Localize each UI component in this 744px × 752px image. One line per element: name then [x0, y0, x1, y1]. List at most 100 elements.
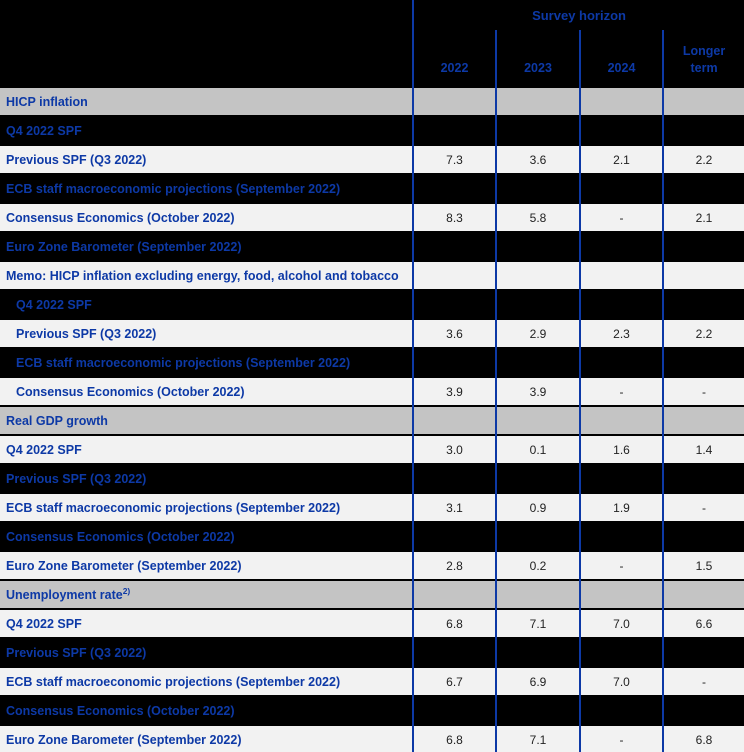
table-row: Consensus Economics (October 2022) [0, 695, 744, 725]
value-cell: - [579, 202, 663, 232]
row-label: Euro Zone Barometer (September 2022) [0, 550, 413, 580]
row-label: Real GDP growth [0, 405, 413, 435]
table-row: Q4 2022 SPF [0, 115, 744, 145]
table-row: ECB staff macroeconomic projections (Sep… [0, 492, 744, 522]
row-label: Consensus Economics (October 2022) [0, 202, 413, 232]
value-cell: 3.1 [412, 492, 496, 522]
column-header-2022: 2022 [412, 30, 496, 87]
value-cell: 0.1 [495, 434, 580, 464]
table-row: Q4 2022 SPF 6.8 7.1 7.0 6.6 [0, 608, 744, 638]
column-header-longer-term: Longer term [661, 30, 744, 87]
value-cell: - [661, 492, 744, 522]
value-cell: 2.3 [579, 318, 663, 348]
header-columns-row: 2022 2023 2024 Longer term [0, 30, 744, 87]
row-label: Previous SPF (Q3 2022) [0, 637, 413, 667]
value-cell [661, 579, 744, 609]
value-cell: - [661, 376, 744, 406]
value-cell [579, 695, 663, 725]
value-cell [579, 231, 663, 261]
row-label: Memo: HICP inflation excluding energy, f… [0, 260, 413, 290]
column-header-label: 2022 [440, 61, 469, 76]
row-label: Previous SPF (Q3 2022) [0, 144, 413, 174]
row-label: HICP inflation [0, 86, 413, 116]
table-row: Real GDP growth [0, 405, 744, 435]
value-cell [495, 637, 580, 667]
table-row: Previous SPF (Q3 2022) 7.3 3.6 2.1 2.2 [0, 144, 744, 174]
table-body: HICP inflation Q4 2022 SPF Previous SPF (Q… [0, 86, 744, 752]
value-cell [579, 463, 663, 493]
value-cell: - [579, 724, 663, 752]
value-cell: - [661, 666, 744, 696]
value-cell [495, 289, 580, 319]
header-group-row: Survey horizon [0, 0, 744, 30]
table-row: Consensus Economics (October 2022) 8.3 5.8… [0, 202, 744, 232]
value-cell: 6.8 [412, 608, 496, 638]
value-cell [661, 463, 744, 493]
row-label: Q4 2022 SPF [0, 608, 413, 638]
value-cell: 7.1 [495, 724, 580, 752]
value-cell [412, 115, 496, 145]
value-cell: 0.9 [495, 492, 580, 522]
footnote-marker: 2) [122, 585, 131, 596]
value-cell [412, 86, 496, 116]
value-cell: 3.9 [412, 376, 496, 406]
value-cell: - [579, 550, 663, 580]
table-row: Previous SPF (Q3 2022) [0, 463, 744, 493]
value-cell [412, 173, 496, 203]
table-row: Euro Zone Barometer (September 2022) [0, 231, 744, 261]
value-cell [579, 173, 663, 203]
value-cell: 3.6 [412, 318, 496, 348]
value-cell [495, 521, 580, 551]
value-cell [579, 86, 663, 116]
column-header-label: 2024 [607, 61, 636, 76]
row-label: Consensus Economics (October 2022) [0, 376, 413, 406]
value-cell [412, 347, 496, 377]
table-row: Unemployment rate2) [0, 579, 744, 609]
value-cell: 7.0 [579, 666, 663, 696]
table-row: Consensus Economics (October 2022) [0, 521, 744, 551]
row-label: ECB staff macroeconomic projections (Sep… [0, 666, 413, 696]
value-cell [412, 637, 496, 667]
table-row: Memo: HICP inflation excluding energy, f… [0, 260, 744, 290]
row-label: Consensus Economics (October 2022) [0, 521, 413, 551]
value-cell: 3.0 [412, 434, 496, 464]
value-cell: 1.5 [661, 550, 744, 580]
value-cell [495, 579, 580, 609]
value-cell: 1.4 [661, 434, 744, 464]
row-label: Previous SPF (Q3 2022) [0, 318, 413, 348]
value-cell [412, 521, 496, 551]
value-cell [412, 231, 496, 261]
value-cell [579, 260, 663, 290]
value-cell: 1.6 [579, 434, 663, 464]
value-cell [661, 637, 744, 667]
value-cell [495, 463, 580, 493]
value-cell [661, 173, 744, 203]
value-cell [661, 347, 744, 377]
value-cell: 7.3 [412, 144, 496, 174]
value-cell: 3.6 [495, 144, 580, 174]
survey-horizon-header: Survey horizon [411, 0, 744, 30]
value-cell [579, 579, 663, 609]
header-empty-cell [0, 0, 413, 30]
value-cell: 8.3 [412, 202, 496, 232]
row-label: Q4 2022 SPF [0, 434, 413, 464]
value-cell [495, 347, 580, 377]
row-label: ECB staff macroeconomic projections (Sep… [0, 173, 413, 203]
value-cell [579, 115, 663, 145]
value-cell [412, 463, 496, 493]
value-cell [495, 115, 580, 145]
value-cell: 1.9 [579, 492, 663, 522]
value-cell: 7.1 [495, 608, 580, 638]
value-cell [579, 637, 663, 667]
value-cell [661, 289, 744, 319]
value-cell: 0.2 [495, 550, 580, 580]
table-row: Previous SPF (Q3 2022) [0, 637, 744, 667]
value-cell [412, 405, 496, 435]
row-label: Previous SPF (Q3 2022) [0, 463, 413, 493]
table-row: Q4 2022 SPF [0, 289, 744, 319]
table-row: ECB staff macroeconomic projections (Sep… [0, 347, 744, 377]
value-cell [412, 695, 496, 725]
column-header-2023: 2023 [495, 30, 580, 87]
value-cell: 7.0 [579, 608, 663, 638]
